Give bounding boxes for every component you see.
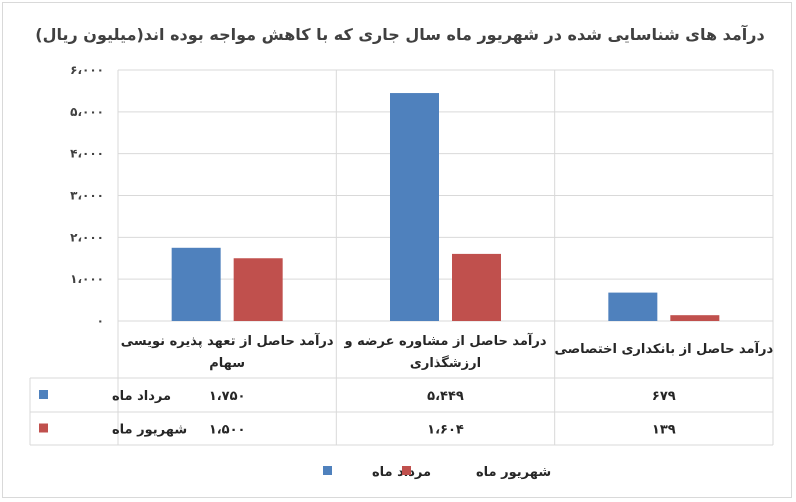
table-legend-swatch — [39, 423, 48, 433]
table-cell-value: ۵،۴۴۹ — [427, 389, 464, 404]
bars-layer — [171, 93, 720, 321]
category-label: درآمد حاصل از تعهد پذیره نویسی — [121, 332, 334, 349]
chart-title: درآمد های شناسایی شده در شهریور ماه سال … — [35, 24, 764, 44]
category-label: سهام — [209, 356, 245, 371]
category-label: درآمد حاصل از مشاوره عرضه و — [343, 332, 546, 349]
legend-label: شهریور ماه — [476, 465, 551, 480]
bar-shahrivar — [233, 258, 283, 321]
y-tick-label: ۱،۰۰۰ — [70, 272, 104, 286]
bar-shahrivar — [670, 315, 720, 321]
y-tick-label: ۶،۰۰۰ — [70, 63, 104, 77]
y-tick-label: ۴،۰۰۰ — [70, 147, 104, 161]
y-axis-ticks: ۰ ۱،۰۰۰ ۲،۰۰۰ ۳،۰۰۰ ۴،۰۰۰ ۵،۰۰۰ ۶،۰۰۰ — [70, 63, 104, 328]
y-tick-label: ۰ — [97, 314, 104, 328]
table-series-name: شهریور ماه — [112, 423, 187, 438]
table-cell-value: ۱۳۹ — [652, 423, 676, 438]
legend: مرداد ماه شهریور ماه — [323, 465, 551, 480]
bar-mordad — [171, 247, 221, 321]
legend-swatch — [323, 466, 332, 475]
table-cell-value: ۶۷۹ — [652, 389, 676, 404]
bar-mordad — [608, 292, 658, 321]
bar-mordad — [390, 93, 439, 321]
table-cell-value: ۱،۷۵۰ — [209, 389, 246, 404]
grid-layer — [29, 69, 774, 446]
category-label: درآمد حاصل از بانکداری اختصاصی — [554, 340, 773, 357]
legend-swatch — [402, 466, 411, 475]
bar-shahrivar — [452, 253, 501, 321]
y-tick-label: ۵،۰۰۰ — [70, 105, 104, 119]
table-cell-value: ۱،۶۰۴ — [427, 423, 464, 438]
table-series-name: مرداد ماه — [112, 389, 171, 404]
legend-label: مرداد ماه — [372, 465, 431, 480]
table-cell-value: ۱،۵۰۰ — [209, 423, 246, 438]
data-table: درآمد حاصل از تعهد پذیره نویسی سهام درآمد … — [39, 332, 774, 438]
y-tick-label: ۲،۰۰۰ — [70, 230, 104, 244]
table-legend-swatch — [39, 390, 48, 399]
category-label: ارزشگذاری — [410, 355, 481, 371]
y-tick-label: ۳،۰۰۰ — [70, 189, 104, 203]
